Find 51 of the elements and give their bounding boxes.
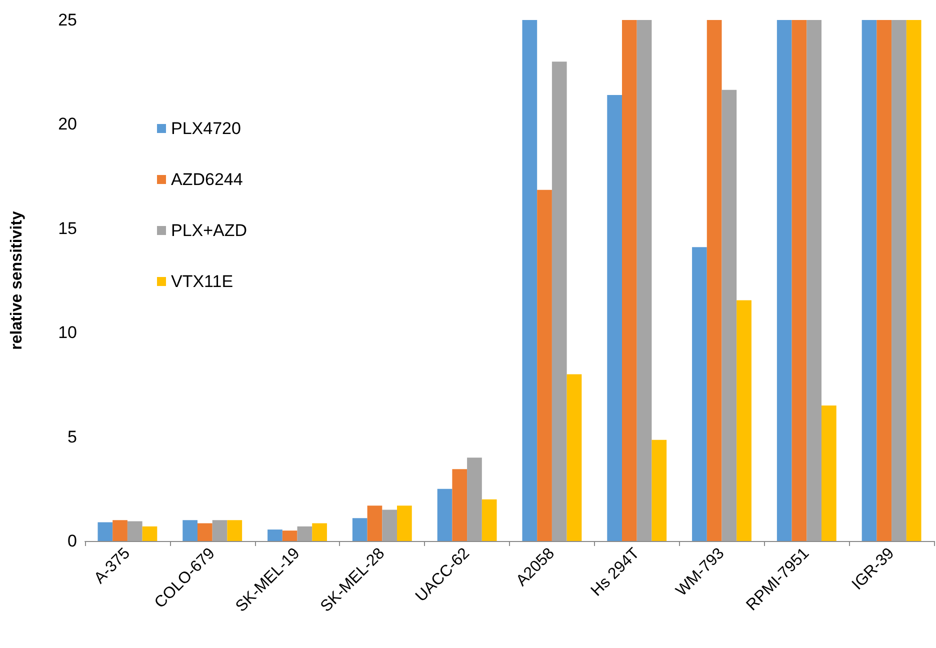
bar [182,520,198,541]
bar [522,20,538,541]
bar [537,190,552,541]
bar [227,520,242,541]
bar [792,20,807,541]
bar [776,20,792,541]
bar [297,526,312,541]
y-tick-label: 15 [58,218,77,238]
bar [552,62,567,541]
bar [906,20,922,541]
bar [482,499,497,541]
bar [282,530,298,541]
y-axis-title: relative sensitivity [8,211,26,350]
bar [566,374,582,541]
bar [876,20,892,541]
bar [142,526,158,541]
y-tick-label: 25 [58,10,77,30]
bar [98,522,113,541]
bar [437,488,452,541]
bar [382,510,398,541]
bar [822,406,836,541]
bar [706,20,722,541]
bar [197,523,212,541]
bar [722,90,737,541]
bar [367,506,382,541]
y-tick-label: 5 [68,427,77,446]
bar [467,458,482,541]
bar [636,20,652,541]
bar [652,440,667,541]
bar [806,20,822,541]
bar [312,523,327,541]
bar [692,247,707,541]
bar [452,469,468,541]
bar [112,520,128,541]
bar [607,95,622,541]
legend-label: PLX+AZD [171,221,248,240]
y-tick-label: 10 [58,323,77,342]
y-tick-label: 20 [58,114,77,134]
bar [352,518,368,541]
bar [736,300,752,541]
legend-label: AZD6244 [171,170,243,189]
bar [397,506,412,541]
bar [862,20,877,541]
legend-label: VTX11E [171,272,234,291]
y-tick-label: 0 [68,532,77,550]
bar [622,20,637,541]
bar [268,530,282,541]
bar [892,20,906,541]
legend-label: PLX4720 [171,119,241,138]
bar [127,521,142,541]
bar [212,520,228,541]
